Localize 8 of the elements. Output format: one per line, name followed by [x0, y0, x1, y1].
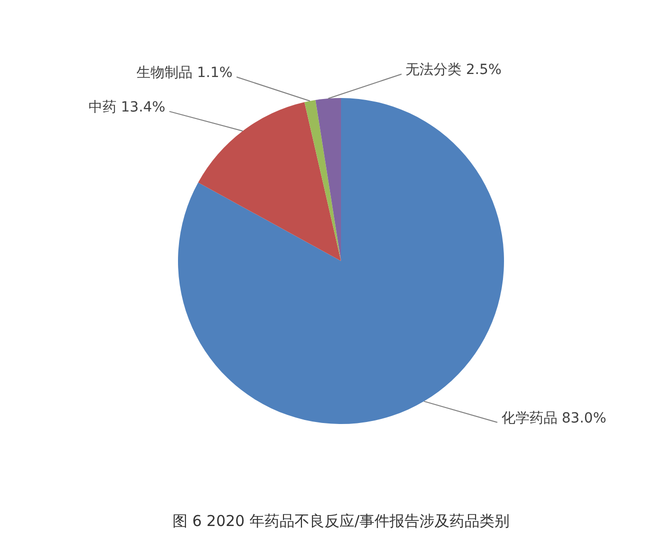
text: 图 6 2020 年药品不良反应/事件报告涉及药品类别	[172, 512, 510, 530]
pie-slice	[316, 98, 341, 261]
slice-label: 化学药品 83.0%	[501, 410, 606, 426]
slice-label: 生物制品 1.1%	[136, 64, 233, 81]
slice-label: 无法分类 2.5%	[406, 62, 502, 78]
slice-label: 中药 13.4%	[88, 99, 166, 116]
pie-slice	[198, 102, 341, 261]
pie-slice	[304, 100, 341, 261]
